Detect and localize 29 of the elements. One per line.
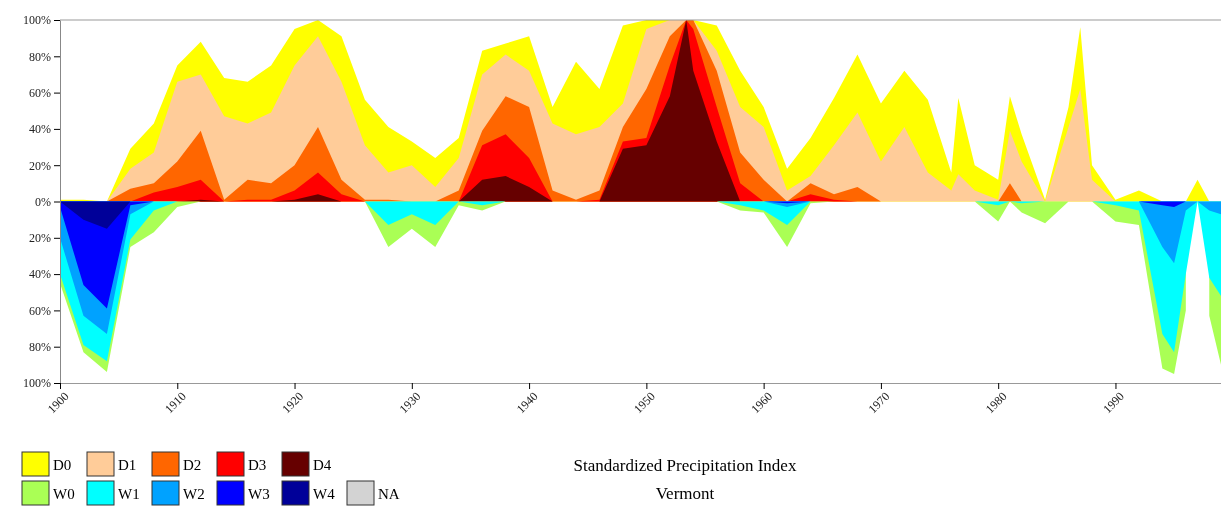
x-tick-label: 1970 — [865, 389, 893, 417]
x-tick-label: 1940 — [513, 389, 541, 417]
x-tick-label: 1900 — [44, 389, 72, 417]
legend-label: W4 — [313, 486, 336, 502]
y-tick-label: 60% — [29, 303, 51, 318]
legend-label: D1 — [118, 457, 137, 473]
y-tick-label: 40% — [29, 122, 51, 137]
y-tick-label: 0% — [35, 194, 51, 209]
legend-label: D0 — [53, 457, 72, 473]
text: Standardized Precipitation Index — [573, 456, 797, 475]
y-tick-label: 80% — [29, 49, 51, 64]
y-tick-label: 20% — [29, 231, 51, 246]
y-tick-label: 40% — [29, 267, 51, 282]
legend-label: W1 — [118, 486, 140, 502]
y-tick-label: 80% — [29, 340, 51, 355]
text: Vermont — [655, 484, 715, 503]
x-tick-label: 1980 — [982, 389, 1010, 417]
legend-label: W3 — [248, 486, 270, 502]
legend-label: W0 — [53, 486, 75, 502]
legend-label: D3 — [248, 457, 267, 473]
legend-label: NA — [378, 486, 400, 502]
x-tick-label: 1930 — [396, 389, 424, 417]
y-tick-label: 100% — [23, 376, 51, 391]
legend-label: D4 — [313, 457, 332, 473]
y-tick-label: 60% — [29, 85, 51, 100]
legend-label: W2 — [183, 486, 205, 502]
legend-label: D2 — [183, 457, 202, 473]
y-tick-label: 20% — [29, 158, 51, 173]
y-tick-label: 100% — [23, 13, 51, 28]
